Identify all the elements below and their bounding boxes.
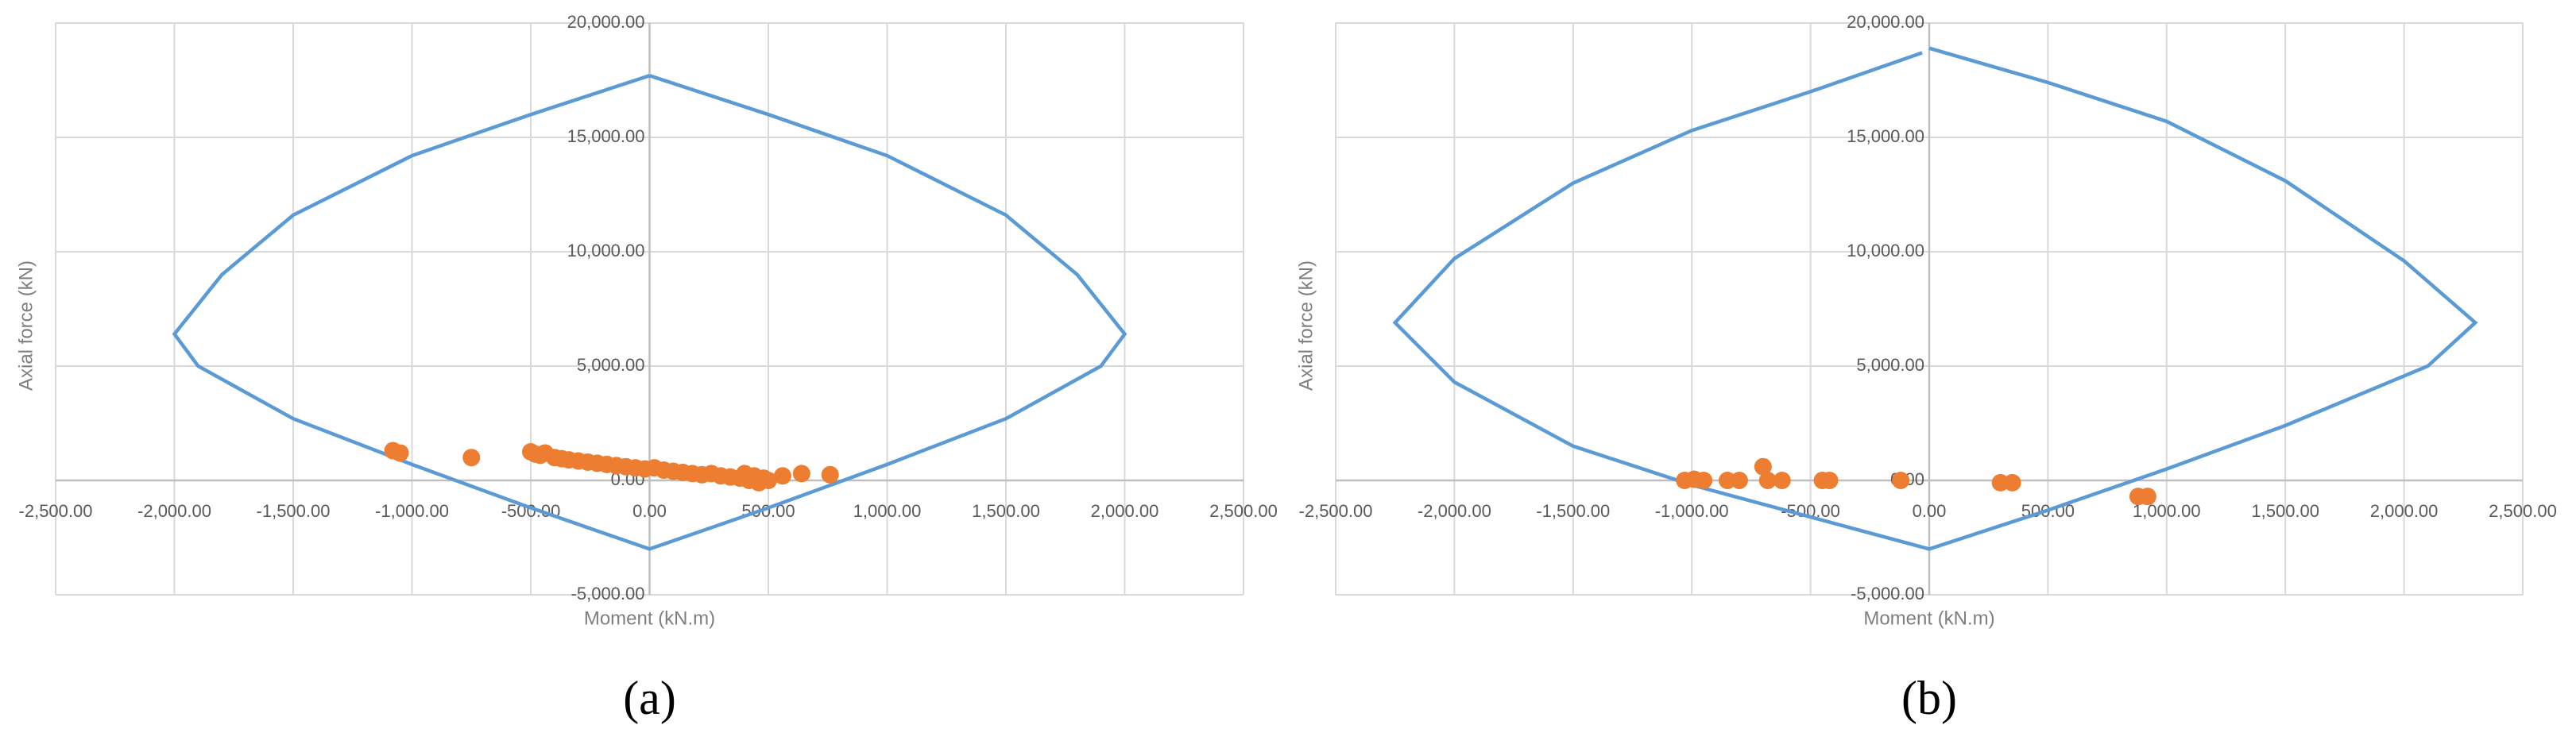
x-tick-label: 1,000.00 xyxy=(2133,501,2201,521)
y-axis-title: Axial force (kN) xyxy=(1295,260,1317,391)
y-tick-label: 15,000.00 xyxy=(1847,126,1924,146)
caption: (a) xyxy=(623,672,676,724)
y-tick-label: 15,000.00 xyxy=(567,126,645,146)
y-tick-label: 20,000.00 xyxy=(1847,12,1924,32)
x-tick-label: 500.00 xyxy=(741,501,795,521)
x-axis-title: Moment (kN.m) xyxy=(584,607,715,629)
y-tick-label: -5,000.00 xyxy=(571,584,645,604)
data-point xyxy=(1758,472,1777,489)
x-tick-label: -2,000.00 xyxy=(137,501,211,521)
x-tick-label: -2,500.00 xyxy=(1299,501,1373,521)
x-tick-label: -500.00 xyxy=(501,501,561,521)
data-point xyxy=(792,465,810,483)
y-tick-label: -5,000.00 xyxy=(1851,584,1924,604)
y-tick-label: 5,000.00 xyxy=(1856,355,1924,375)
x-tick-label: 2,000.00 xyxy=(2370,501,2439,521)
data-point xyxy=(1730,472,1748,489)
x-tick-label: -2,500.00 xyxy=(19,501,93,521)
data-point xyxy=(391,444,409,462)
y-axis-title: Axial force (kN) xyxy=(15,260,37,391)
x-tick-label: -1,000.00 xyxy=(1655,501,1729,521)
data-point xyxy=(462,449,481,467)
y-tick-label: 5,000.00 xyxy=(577,355,645,375)
data-point xyxy=(760,472,777,489)
data-point xyxy=(1892,472,1910,489)
envelope-line xyxy=(1392,46,2478,551)
data-point xyxy=(2003,473,2021,492)
data-point xyxy=(2138,488,2156,506)
x-tick-label: 0.00 xyxy=(632,501,667,521)
data-point xyxy=(1773,472,1791,489)
data-point xyxy=(1820,472,1839,489)
x-tick-label: 0.00 xyxy=(1913,501,1947,521)
x-tick-label: -1,500.00 xyxy=(1536,501,1610,521)
x-tick-label: 2,500.00 xyxy=(2489,501,2557,521)
data-point xyxy=(1695,472,1713,489)
y-tick-label: 20,000.00 xyxy=(567,12,645,32)
y-tick-label: 10,000.00 xyxy=(1847,241,1924,260)
y-tick-label: 10,000.00 xyxy=(567,241,645,260)
x-axis-title: Moment (kN.m) xyxy=(1863,607,1994,629)
data-point xyxy=(821,465,839,484)
data-point xyxy=(1754,457,1772,476)
x-tick-label: -1,500.00 xyxy=(257,501,331,521)
x-tick-label: 2,500.00 xyxy=(1209,501,1278,521)
caption: (b) xyxy=(1901,672,1957,724)
data-point xyxy=(773,467,791,485)
x-tick-label: 2,000.00 xyxy=(1091,501,1159,521)
x-tick-label: 1,500.00 xyxy=(2251,501,2319,521)
x-tick-label: -1,000.00 xyxy=(375,501,449,521)
x-tick-label: -2,000.00 xyxy=(1418,501,1491,521)
x-tick-label: 1,000.00 xyxy=(853,501,922,521)
envelope-line xyxy=(172,74,1127,551)
x-tick-label: 1,500.00 xyxy=(972,501,1040,521)
